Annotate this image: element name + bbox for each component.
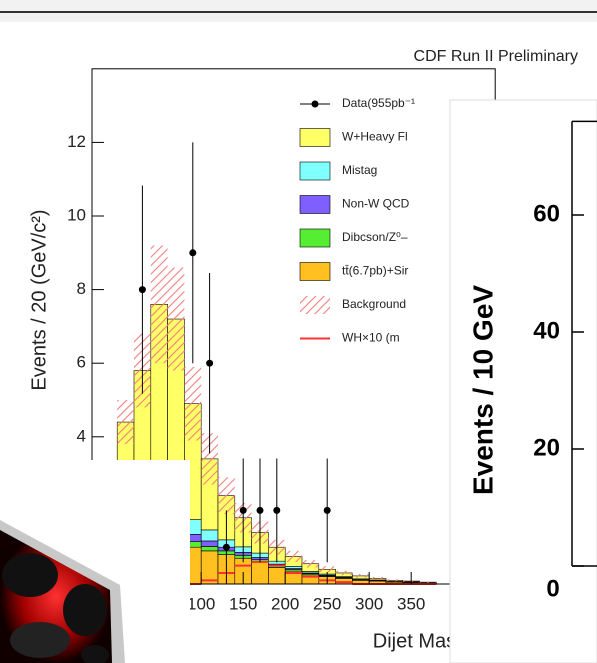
x-tick-label: 100: [187, 594, 215, 613]
hist-bar: [200, 550, 219, 585]
uncertainty-band: [167, 267, 185, 371]
uncertainty-band: [419, 581, 437, 583]
y-tick-label: 12: [67, 132, 86, 151]
legend-label: Background: [342, 297, 406, 311]
legend-label: Dibcson/Z⁰–: [342, 230, 408, 244]
legend-label: tt̄(6.7pb)+Sir: [342, 264, 408, 278]
legend-label: Mistag: [342, 163, 377, 177]
y-tick-label: 10: [67, 205, 86, 224]
legend-label: Data(955pb⁻¹: [342, 96, 415, 110]
data-point: [256, 506, 264, 514]
uncertainty-band: [369, 577, 386, 580]
x-tick-label: 150: [229, 594, 257, 613]
uncertainty-band: [218, 477, 235, 515]
y-tick-label: 8: [77, 279, 86, 298]
uncertainty-band: [117, 400, 134, 445]
hist-bar: [268, 567, 286, 585]
legend-swatch: [299, 262, 331, 281]
legend-swatch: [299, 128, 331, 147]
legend-swatch: [299, 228, 331, 248]
uncertainty-band: [184, 366, 202, 441]
y-tick-label: 4: [77, 426, 86, 445]
x-tick-label: 200: [271, 594, 299, 613]
chart-title: CDF Run II Preliminary: [414, 48, 578, 65]
uncertainty-band: [302, 560, 319, 568]
x-tick-label: 350: [397, 594, 425, 613]
legend-marker: [311, 100, 319, 108]
uncertainty-band: [150, 245, 168, 364]
uncertainty-band: [201, 433, 218, 485]
data-point: [206, 359, 214, 367]
legend-label: WH×10 (m: [342, 331, 400, 345]
data-point: [273, 506, 281, 514]
data-point: [138, 286, 146, 294]
uncertainty-band: [352, 574, 370, 578]
data-point: [189, 249, 197, 257]
x-tick-label: 250: [313, 594, 341, 613]
overlay-image: [0, 460, 190, 663]
legend-swatch: [299, 195, 331, 214]
right-chart: Events / 10 GeV 0 20 40 60: [449, 99, 597, 663]
y-tick-label: 60: [533, 200, 560, 227]
uncertainty-band: [318, 566, 336, 573]
legend-label: W+Heavy Fl: [342, 130, 408, 144]
legend-label: Non-W QCD: [342, 197, 410, 211]
data-point: [323, 506, 331, 514]
y-tick-label: 20: [533, 434, 560, 461]
y-tick-label: 0: [546, 575, 559, 602]
hist-bar: [251, 561, 269, 585]
y-axis-label: Events / 10 GeV: [467, 285, 498, 495]
uncertainty-band: [285, 550, 302, 562]
x-tick-label: 300: [355, 594, 383, 613]
hist-bar: [200, 540, 219, 547]
uncertainty-band: [335, 570, 353, 576]
uncertainty-band: [386, 579, 403, 582]
hist-bar: [200, 546, 219, 552]
data-point: [222, 543, 230, 551]
y-tick-label: 40: [533, 317, 560, 344]
hist-bar: [284, 566, 303, 569]
y-axis-label: Events / 20 (GeV/c²): [28, 209, 50, 390]
legend-swatch: [299, 161, 331, 181]
hist-bar: [200, 529, 219, 542]
y-tick-label: 6: [77, 353, 86, 372]
legend-swatch: [300, 296, 330, 314]
data-point: [239, 506, 247, 514]
